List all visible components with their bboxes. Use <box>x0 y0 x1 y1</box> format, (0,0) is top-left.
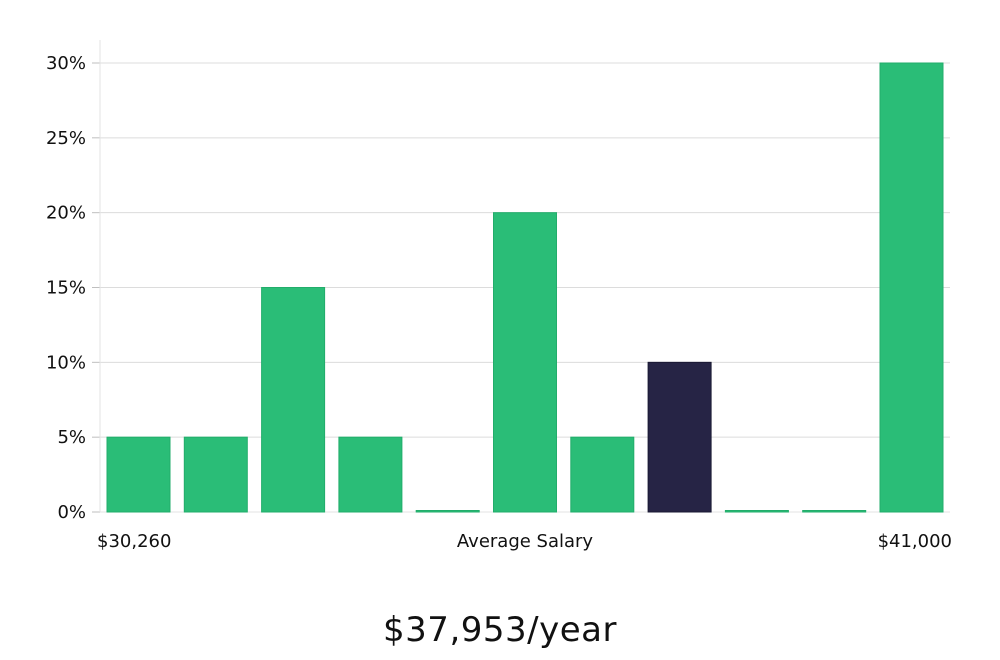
x-axis-title: Average Salary <box>457 531 594 552</box>
x-label-min-salary: $30,260 <box>97 531 171 552</box>
y-tick-labels: 0% 5% 10% 15% 20% 25% 30% <box>46 53 86 523</box>
x-label-max-salary: $41,000 <box>878 531 952 552</box>
bar <box>879 62 944 513</box>
bar <box>415 510 480 513</box>
bars <box>106 62 944 513</box>
y-tick-label: 25% <box>46 128 86 149</box>
bar <box>338 436 403 513</box>
bar <box>802 510 867 513</box>
y-tick-label: 30% <box>46 53 86 74</box>
y-tick-label: 5% <box>57 427 86 448</box>
bar <box>106 436 171 513</box>
salary-distribution-chart: 0% 5% 10% 15% 20% 25% 30% $30,260 Average Sala… <box>46 40 952 552</box>
bar <box>261 287 326 513</box>
y-tick-label: 0% <box>57 502 86 523</box>
bar <box>724 510 789 513</box>
y-tick-label: 20% <box>46 203 86 224</box>
y-tick-label: 15% <box>46 278 86 299</box>
y-tick-label: 10% <box>46 352 86 373</box>
average-salary-value: $37,953/year <box>383 610 617 650</box>
bar-average-salary <box>647 361 712 513</box>
bar <box>493 212 557 513</box>
bar <box>570 436 635 513</box>
bar <box>183 436 248 513</box>
